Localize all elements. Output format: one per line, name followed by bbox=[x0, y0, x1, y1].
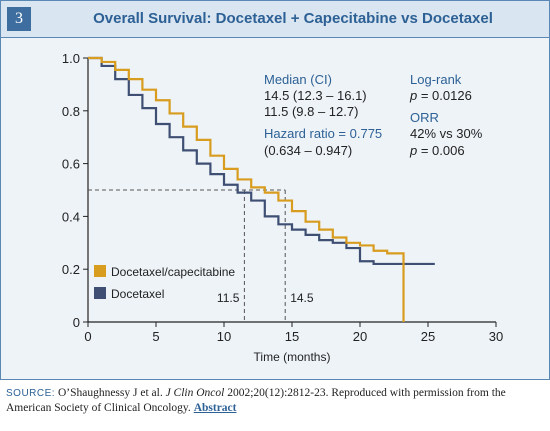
p-symbol: p bbox=[409, 143, 417, 158]
figure-title: Overall Survival: Docetaxel + Capecitabi… bbox=[93, 10, 493, 27]
hazard-ratio-ci: (0.634 – 0.947) bbox=[264, 143, 352, 158]
median-heading: Median (CI) bbox=[264, 72, 332, 87]
y-tick-label: 0 bbox=[73, 315, 80, 330]
x-tick-label: 15 bbox=[285, 329, 299, 344]
x-tick-label: 30 bbox=[489, 329, 503, 344]
legend-label: Docetaxel/capecitabine bbox=[111, 265, 235, 279]
source-text-after: 2002;20(12):2812-23. Reproduced with per… bbox=[6, 387, 506, 414]
legend-swatch bbox=[94, 287, 106, 299]
source-journal: J Clin Oncol bbox=[165, 387, 225, 399]
legend-label: Docetaxel bbox=[111, 287, 164, 301]
source-note: SOURCE: O’Shaughnessy J et al. J Clin On… bbox=[6, 386, 544, 415]
y-tick-label: 1.0 bbox=[62, 51, 80, 66]
y-tick-label: 0.4 bbox=[62, 209, 80, 224]
orr-p-value: p = 0.006 bbox=[409, 143, 465, 158]
source-label: SOURCE: bbox=[6, 388, 56, 399]
x-tick-label: 20 bbox=[353, 329, 367, 344]
x-tick-label: 0 bbox=[84, 329, 91, 344]
orr-heading: ORR bbox=[410, 110, 439, 125]
docetaxel-curve bbox=[88, 56, 435, 266]
y-tick-label: 0.2 bbox=[62, 262, 80, 277]
median-combination: 14.5 (12.3 – 16.1) bbox=[264, 88, 367, 103]
legend-swatch bbox=[94, 265, 106, 277]
p-value: = 0.0126 bbox=[417, 88, 472, 103]
logrank-p-value: p = 0.0126 bbox=[409, 88, 472, 103]
x-tick-label: 25 bbox=[421, 329, 435, 344]
median-docetaxel: 11.5 (9.8 – 12.7) bbox=[264, 104, 358, 119]
figure-number: 3 bbox=[7, 7, 31, 31]
figure-header: 3 Overall Survival: Docetaxel + Capecita… bbox=[1, 1, 549, 38]
y-tick-label: 0.8 bbox=[62, 104, 80, 119]
hazard-ratio: Hazard ratio = 0.775 bbox=[264, 126, 382, 141]
orr-value: 42% vs 30% bbox=[410, 126, 483, 141]
abstract-link[interactable]: Abstract bbox=[193, 402, 237, 414]
x-tick-label: 5 bbox=[152, 329, 159, 344]
x-tick-label: 10 bbox=[217, 329, 231, 344]
median-label: 11.5 bbox=[217, 291, 240, 305]
docetaxel-capecitabine-curve bbox=[88, 56, 405, 322]
source-text-before: O’Shaughnessy J et al. bbox=[55, 387, 166, 399]
x-axis-label: Time (months) bbox=[254, 350, 331, 364]
p-symbol: p bbox=[409, 88, 417, 103]
y-tick-label: 0.6 bbox=[62, 157, 80, 172]
p-value: = 0.006 bbox=[417, 143, 464, 158]
median-label: 14.5 bbox=[290, 291, 314, 305]
logrank-heading: Log-rank bbox=[410, 72, 462, 87]
survival-chart: 0 5 10 15 20 25 30 0 0.2 0.4 0.6 0.8 1.0 Time (months… bbox=[62, 51, 503, 364]
